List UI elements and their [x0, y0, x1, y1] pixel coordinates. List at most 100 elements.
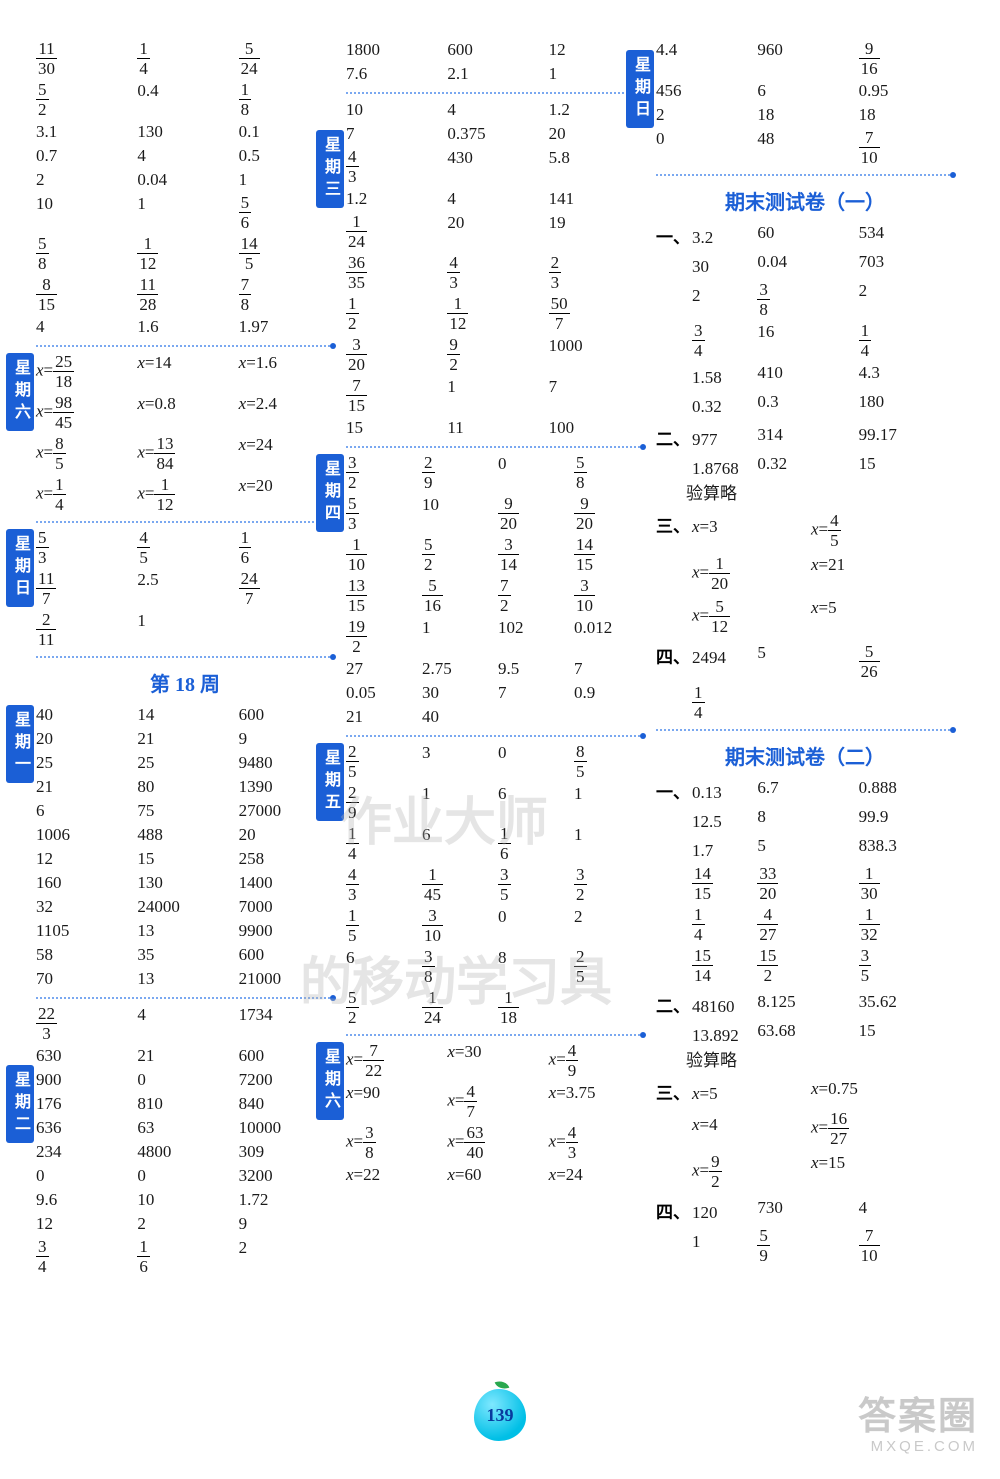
cell: 21: [137, 729, 232, 749]
cell: 一、14: [656, 906, 751, 943]
cell: 180: [859, 392, 954, 417]
cell: 18: [859, 105, 954, 125]
cell: 三、x=5: [656, 1079, 799, 1104]
cell: 0.375: [447, 124, 542, 144]
cell: 1: [422, 618, 492, 655]
cell: x=3.75: [549, 1083, 644, 1120]
cell: x=43: [549, 1124, 644, 1161]
cell: 四、14: [656, 684, 751, 721]
cell: 124: [422, 989, 492, 1026]
cell: 6: [422, 825, 492, 862]
cell: 二、1.8768: [656, 454, 751, 479]
cell: 三、x=92: [656, 1153, 799, 1190]
cell: 58: [574, 454, 644, 491]
cell: x=85: [36, 435, 131, 472]
cell: 1315: [346, 577, 416, 614]
divider: [656, 729, 954, 731]
cell: 12: [36, 1214, 131, 1234]
day-tue: 星期二: [6, 1065, 34, 1143]
cell: 三、x=512: [656, 598, 799, 635]
cell: 23: [549, 254, 644, 291]
cell: 2.5: [137, 570, 232, 607]
cell: 1006: [36, 825, 131, 845]
cell: 3200: [239, 1166, 334, 1186]
cell: 920: [498, 495, 568, 532]
day-sun: 星期日: [6, 529, 34, 607]
cell: [239, 611, 334, 648]
divider: [346, 735, 644, 737]
cell: 一、1.7: [656, 836, 751, 861]
cell: 176: [36, 1094, 131, 1114]
cell: 1128: [137, 276, 232, 313]
cell: 258: [239, 849, 334, 869]
cell: 118: [498, 989, 568, 1026]
cell: x=2518: [36, 353, 131, 390]
cell: 160: [36, 873, 131, 893]
cell: 18: [239, 81, 334, 118]
cell: 0: [656, 129, 751, 166]
cell: 211: [36, 611, 131, 648]
cell: x=24: [549, 1165, 644, 1185]
cell: 85: [574, 743, 644, 780]
cell: 1: [422, 784, 492, 821]
cell: 310: [574, 577, 644, 614]
cell: x=14: [137, 353, 232, 390]
cell: 四、120: [656, 1198, 751, 1223]
cell: 14: [859, 322, 954, 359]
cell: 35.62: [859, 992, 954, 1017]
cell: 一、2: [656, 281, 751, 318]
cell: 29: [346, 784, 416, 821]
cell: 1415: [574, 536, 644, 573]
cell: x=5: [811, 598, 954, 635]
divider: [346, 446, 644, 448]
cell: x=6340: [447, 1124, 542, 1161]
cell: 一、0.32: [656, 392, 751, 417]
cell: x=22: [346, 1165, 441, 1185]
cell: 102: [498, 618, 568, 655]
day-sat: 星期六: [6, 353, 34, 431]
cell: 534: [859, 223, 954, 248]
cell: 15: [859, 1021, 954, 1046]
cell: 一、0.13: [656, 778, 751, 803]
cell: x=21: [811, 555, 954, 592]
cell: 三、x=3: [656, 512, 799, 549]
cell: 一、34: [656, 322, 751, 359]
cell: 1: [574, 825, 644, 862]
cell: 4: [137, 146, 232, 166]
cell: 145: [239, 235, 334, 272]
cell: 130: [859, 865, 954, 902]
cell: 0.05: [346, 683, 416, 703]
cell: 715: [346, 377, 441, 414]
cell: x=49: [549, 1042, 644, 1079]
cell: 117: [36, 570, 131, 607]
cell: 6: [757, 81, 852, 101]
cell: 二、977: [656, 425, 751, 450]
cell: 0: [137, 1070, 232, 1090]
cell: 1.6: [137, 317, 232, 337]
cell: 12: [36, 849, 131, 869]
cell: 0.32: [757, 454, 852, 479]
cell: 310: [422, 907, 492, 944]
cell: 63: [137, 1118, 232, 1138]
cell: 四、1: [656, 1227, 751, 1264]
cell: 524: [239, 40, 334, 77]
final2-s3: 三、x=5x=0.75三、x=4x=1627三、x=92x=15: [656, 1079, 954, 1190]
cell: 1800: [346, 40, 441, 60]
cell: 80: [137, 777, 232, 797]
cell: 78: [239, 276, 334, 313]
day-mon: 星期一: [6, 705, 34, 783]
cell: 32: [574, 866, 644, 903]
heading-final2: 期末测试卷（二）: [656, 741, 954, 770]
cell: [574, 707, 644, 727]
cell: x=30: [447, 1042, 542, 1079]
cell: 24000: [137, 897, 232, 917]
cell: 112: [137, 235, 232, 272]
cell: 16: [137, 1238, 232, 1275]
final1-s4: 四、24945526四、14: [656, 643, 954, 721]
cell: 3.1: [36, 122, 131, 142]
cell: 1.97: [239, 317, 334, 337]
cell: [859, 684, 954, 721]
cell: 38: [757, 281, 852, 318]
cell: 2: [137, 1214, 232, 1234]
cell: 100: [549, 418, 644, 438]
